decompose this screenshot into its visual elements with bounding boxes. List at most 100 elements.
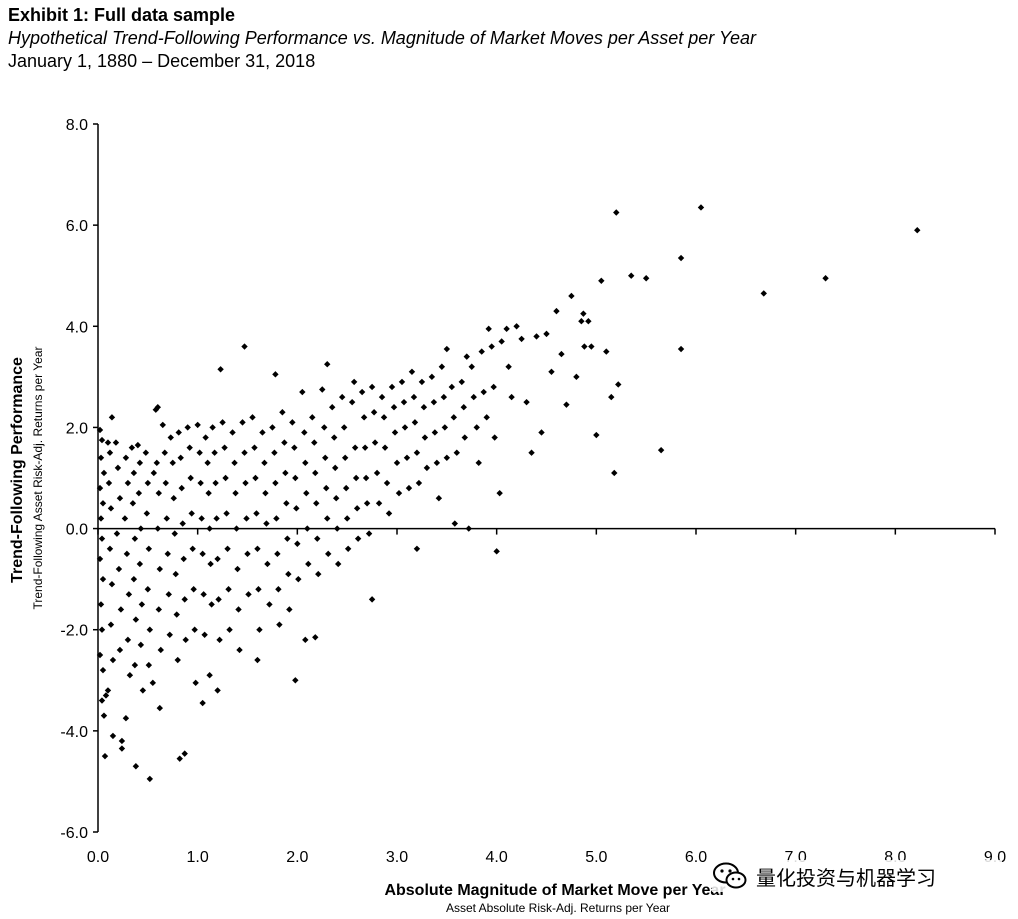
data-point [129,500,137,507]
data-point [304,525,311,532]
data-point [368,383,376,391]
data-point [244,550,251,558]
data-point [488,343,495,350]
data-point [138,601,146,608]
data-point [365,530,373,537]
x-axis: 0.0 1.0 2.0 3.0 4.0 5.0 6.0 7.0 8.0 9.0 [87,527,1006,866]
data-point [305,560,312,568]
data-point [441,424,449,431]
data-point [284,535,291,542]
data-point [354,535,362,542]
data-point [245,591,252,598]
data-point [186,444,193,451]
data-point [198,515,205,522]
data-point [154,404,161,411]
data-point [264,560,271,568]
data-point [461,434,468,441]
data-point [413,449,421,456]
data-point [173,611,180,618]
data-point [235,606,242,613]
data-point [822,275,829,282]
data-point [132,763,140,770]
data-point [518,335,525,343]
data-point [229,429,236,436]
data-point [156,704,163,712]
y-tick-label: -2.0 [60,623,88,640]
data-point [611,469,618,477]
data-point [438,363,446,370]
x-tick-label: 1.0 [187,849,209,866]
data-point [132,616,140,623]
data-point [362,474,370,482]
data-point [281,439,288,446]
data-point [165,591,172,598]
data-point [313,500,320,507]
data-point [378,393,386,401]
data-point [325,550,332,558]
data-point [657,446,665,454]
data-point [214,687,221,694]
data-point [292,474,299,482]
data-point [226,626,233,633]
data-point [299,388,306,396]
data-point [261,459,268,467]
data-point [175,429,182,436]
data-point [433,459,441,467]
data-point [97,515,105,522]
data-point [253,510,260,517]
data-point [628,272,635,279]
data-point [677,254,685,262]
data-point [358,388,366,396]
data-point [116,495,124,502]
data-point [585,318,592,325]
data-point [176,755,183,762]
data-point [360,414,368,421]
data-point [285,570,292,578]
data-point [146,626,154,633]
data-point [251,444,258,451]
data-point [145,545,153,552]
x-tick-label: 2.0 [286,849,308,866]
data-point [315,570,322,578]
data-point [291,444,298,451]
data-point [408,368,416,375]
data-point [312,469,319,477]
data-point [137,525,145,532]
data-point [465,525,472,532]
data-point [142,449,150,456]
data-point [383,479,391,487]
data-point [243,515,250,522]
data-point [233,525,240,532]
data-point [144,586,152,593]
data-point [331,434,338,441]
data-point [99,666,107,674]
data-point [130,575,138,583]
data-point [145,661,153,669]
data-point [279,409,286,416]
data-point [413,545,421,552]
data-point [194,421,201,429]
data-point [181,596,188,603]
data-point [283,500,290,507]
data-point [302,636,309,644]
data-point [493,548,500,555]
data-point [118,745,126,752]
data-point [259,429,266,436]
data-point [480,388,487,396]
data-point [163,515,170,522]
data-point [234,565,241,573]
data-point [403,454,411,461]
data-point [329,404,336,411]
data-point [418,378,426,386]
data-point [232,489,239,497]
data-point [420,404,428,411]
data-point [98,436,106,444]
data-point [199,699,206,707]
data-point [348,398,356,406]
data-point [109,656,117,664]
data-point [187,474,194,482]
data-point [150,469,158,477]
data-point [219,419,226,426]
data-point [273,515,280,522]
data-point [139,687,147,694]
